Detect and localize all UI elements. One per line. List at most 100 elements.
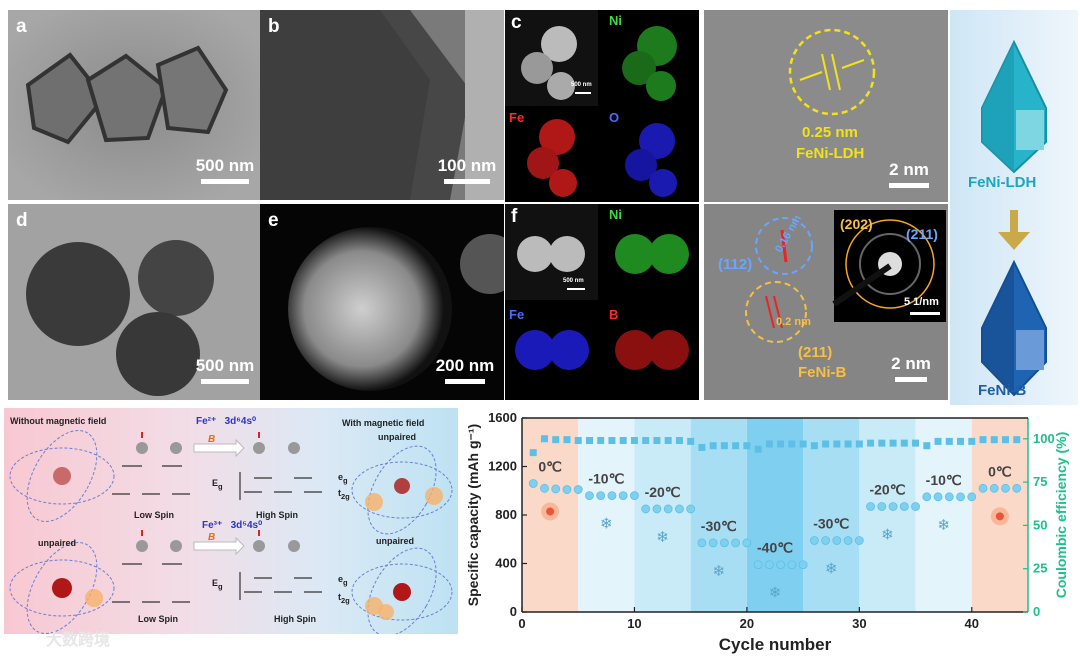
schematic-drawing [981,39,1047,397]
watermark: 大数跨境 [46,630,111,649]
x-tick-label-0: 0 [518,616,525,631]
capacity-point-18 [731,538,741,548]
panel-f-inset-scale: 500 nm [563,278,584,284]
ce-point-24 [799,440,807,448]
capacity-point-9 [630,491,639,500]
ce-point-14 [687,437,695,445]
temp-band-6 [859,418,916,612]
ce-point-8 [619,437,627,445]
panel-schematic: FeNi-LDH FeNi-B [950,10,1078,405]
ce-point-2 [552,436,560,444]
temp-band-5 [803,418,860,612]
y-tick-label-1: 400 [495,556,517,571]
y-tick-label-4: 1600 [488,410,517,425]
ce-point-26 [822,440,830,448]
temp-label-0: 0℃ [538,458,562,474]
panel-a-label: a [16,16,27,37]
ce-point-30 [867,439,875,447]
eg-orb-1: e [338,472,344,482]
x-tick-label-2: 20 [740,616,754,631]
ce-point-17 [720,442,728,450]
temp-label-6: -20℃ [869,482,905,498]
ce-point-22 [777,440,785,448]
saed-scale-text: 5 1/nm [904,296,939,308]
ce-point-1 [540,435,548,443]
fe3-label: Fe³⁺ 3d⁵4s⁰ [202,520,262,531]
capacity-point-35 [922,492,932,502]
ce-point-3 [563,436,571,444]
ce-point-5 [585,437,593,445]
t2g-orb-sub-1: 2g [341,491,350,501]
capacity-point-15 [697,538,707,548]
panel-e-haadf: e 200 nm [260,204,504,400]
chart-marks: ❄ ❄ ❄ ❄ ❄ ❄ ❄ [528,435,1022,602]
ce-point-36 [934,437,942,445]
panel-c-fe-label: Fe [509,110,525,125]
ce-point-25 [810,442,818,450]
capacity-point-30 [866,502,875,511]
panel-f-fe-map: Fe [505,304,598,400]
capacity-chart: 0℃-10℃-20℃-30℃-40℃-30℃-20℃-10℃0℃ ❄❄❄❄❄❄❄… [465,410,1069,654]
temp-label-8: 0℃ [988,463,1012,479]
snowflake-icon: ❄ [769,585,782,602]
t2g-orbital-1: t2g [338,488,350,501]
capacity-point-1 [540,483,549,493]
capacity-point-23 [787,560,797,570]
ce-point-11 [653,437,661,445]
schematic-bottom-label: FeNi-B [978,382,1027,399]
capacity-point-0 [528,479,538,488]
y2-axis-label: Coulombic efficiency (%) [1053,432,1069,598]
high-spin-1: High Spin [256,510,298,520]
eg-orbital-2: eg [338,574,348,587]
fe2-config: 3d⁶4s⁰ [224,416,257,427]
hrtem-bottom-plane2: (211) [798,344,833,361]
capacity-point-21 [764,560,774,570]
capacity-point-20 [753,560,763,570]
capacity-point-37 [944,492,954,502]
panel-f-maps: f 500 nm Ni Fe B [505,204,699,400]
ce-point-19 [743,442,751,450]
sun-core-icon [995,512,1004,521]
x-tick-label-3: 30 [852,616,866,631]
ce-point-4 [574,437,582,445]
hrtem-bottom-phase: FeNi-B [798,364,847,381]
panel-a-scalebar: 500 nm [190,156,260,184]
panel-b-scale-text: 100 nm [437,156,497,175]
x-tick-label-4: 40 [965,616,979,631]
spin-left-unpaired: unpaired [38,538,77,548]
ce-point-42 [1002,436,1010,444]
panel-hrtem-bottom: 0.16 nm (112) 0.2 nm (211) FeNi-B (202) … [704,204,948,400]
t2g-orb-1: t [338,488,341,498]
capacity-point-7 [607,491,617,500]
panel-d-label: d [16,210,28,231]
panel-c-o-label: O [609,110,620,125]
ce-point-16 [709,442,717,450]
capacity-point-11 [652,504,662,514]
hrtem-bottom-spacing2: 0.2 nm [776,316,811,328]
y2-tick-label-4: 100 [1033,431,1055,446]
capacity-point-31 [877,502,887,511]
t2g-orb-2: t [338,592,341,602]
ce-point-21 [765,440,773,448]
panel-c-haadf: c 500 nm [505,10,598,106]
panel-b-scalebar: 100 nm [432,156,502,184]
snowflake-icon: ❄ [712,563,725,580]
capacity-point-38 [956,492,965,502]
panel-f-b-label: B [609,307,619,322]
capacity-point-41 [989,483,999,493]
temp-label-4: -40℃ [757,540,793,556]
ce-point-23 [788,440,796,448]
y2-tick-label-3: 75 [1033,474,1047,489]
hrtem-top-scale-text: 2 nm [889,160,929,179]
capacity-point-36 [933,492,943,502]
field-b-bottom: B [208,532,216,543]
panel-a-tem: a 500 nm [8,10,260,200]
y2-tick-label-1: 25 [1033,561,1047,576]
capacity-point-13 [675,504,684,514]
y2-tick-label-0: 0 [1033,604,1040,619]
eg-orb-sub-2: g [343,577,348,587]
panel-c-maps: c 500 nm Ni Fe O [505,10,699,202]
panel-e-scalebar: 200 nm [430,356,500,384]
capacity-point-43 [1012,483,1022,493]
y-tick-label-2: 800 [495,507,517,522]
